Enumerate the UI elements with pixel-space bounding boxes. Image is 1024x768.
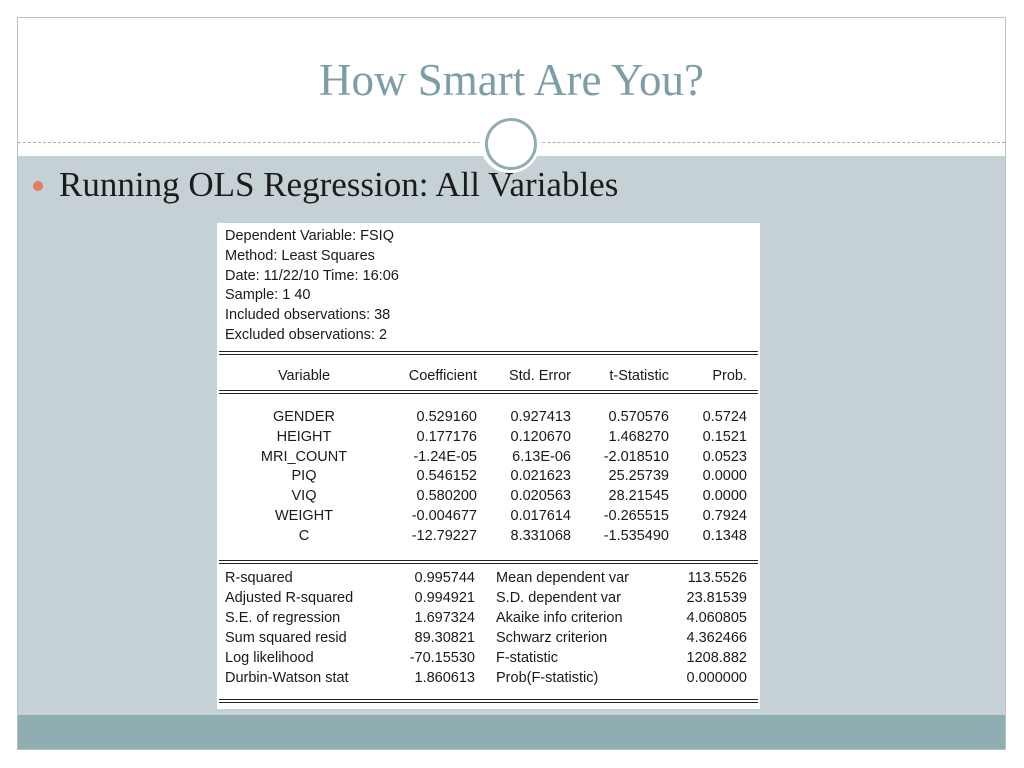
prob-cell: 0.7924 bbox=[702, 508, 747, 524]
stat-value: 113.5526 bbox=[687, 570, 747, 586]
stat-value: 4.060805 bbox=[686, 610, 747, 626]
slide-title: How Smart Are You? bbox=[318, 55, 704, 105]
stat-label: Sum squared resid bbox=[225, 630, 347, 646]
coefficient-cell: -12.79227 bbox=[411, 527, 477, 544]
header-line: Excluded observations: 2 bbox=[225, 327, 388, 343]
double-rule bbox=[219, 351, 758, 355]
t-statistic-cell: -1.535490 bbox=[603, 527, 669, 544]
stat-label: F-statistic bbox=[496, 650, 559, 666]
stat-label: Adjusted R-squared bbox=[225, 590, 354, 606]
std-error-cell: 0.017614 bbox=[510, 508, 571, 524]
prob-cell: 0.1521 bbox=[702, 428, 747, 445]
t-statistic-cell: 1.468270 bbox=[608, 428, 669, 445]
header-line: Dependent Variable: FSIQ bbox=[225, 228, 394, 244]
coefficient-cell: 0.177176 bbox=[416, 428, 477, 445]
variable-cell: HEIGHT bbox=[276, 428, 332, 445]
header-line: Date: 11/22/10 Time: 16:06 bbox=[225, 268, 399, 284]
bullet-icon bbox=[33, 181, 43, 191]
stat-value: -70.15530 bbox=[409, 650, 475, 666]
prob-cell: 0.5724 bbox=[702, 409, 747, 425]
coefficient-cell: -0.004677 bbox=[411, 508, 477, 524]
double-rule bbox=[219, 390, 758, 394]
stat-value: 1.697324 bbox=[414, 610, 475, 626]
stat-label: Log likelihood bbox=[225, 650, 314, 666]
stat-value: 23.81539 bbox=[686, 590, 747, 606]
prob-cell: 0.0523 bbox=[702, 448, 747, 465]
stat-value: 1.860613 bbox=[414, 670, 475, 686]
column-header-coefficient: Coefficient bbox=[408, 368, 477, 384]
std-error-cell: 8.331068 bbox=[510, 527, 571, 544]
t-statistic-cell: -2.018510 bbox=[603, 448, 669, 465]
t-statistic-cell: 28.21545 bbox=[608, 488, 669, 505]
std-error-cell: 0.021623 bbox=[510, 468, 571, 485]
stat-label: Prob(F-statistic) bbox=[496, 670, 599, 686]
regression-output-table: Dependent Variable: FSIQ Method: Least S… bbox=[217, 223, 760, 709]
variable-cell: MRI_COUNT bbox=[260, 448, 348, 465]
double-rule bbox=[219, 560, 758, 564]
stat-value: 89.30821 bbox=[414, 630, 475, 646]
variable-cell: PIQ bbox=[291, 468, 317, 485]
t-statistic-cell: 0.570576 bbox=[608, 409, 669, 425]
stat-value: 0.995744 bbox=[414, 570, 475, 586]
coefficient-cell: 0.529160 bbox=[416, 409, 477, 425]
coefficient-cell: 0.546152 bbox=[416, 468, 477, 485]
column-header-prob: Prob. bbox=[712, 368, 747, 384]
stat-label: Mean dependent var bbox=[496, 570, 630, 586]
column-header-std-error: Std. Error bbox=[508, 368, 571, 384]
prob-cell: 0.1348 bbox=[702, 527, 747, 544]
t-statistic-cell: 25.25739 bbox=[608, 468, 669, 485]
header-line: Sample: 1 40 bbox=[225, 287, 311, 303]
t-statistic-cell: -0.265515 bbox=[603, 508, 669, 524]
stat-label: Akaike info criterion bbox=[496, 610, 623, 626]
std-error-cell: 0.020563 bbox=[510, 488, 571, 505]
std-error-cell: 6.13E-06 bbox=[512, 448, 571, 465]
column-header-t-statistic: t-Statistic bbox=[609, 368, 669, 384]
bullet-text: Running OLS Regression: All Variables bbox=[59, 165, 619, 204]
variable-cell: GENDER bbox=[272, 409, 336, 425]
prob-cell: 0.0000 bbox=[702, 468, 747, 485]
header-line: Method: Least Squares bbox=[225, 248, 375, 264]
variable-cell: C bbox=[298, 527, 310, 544]
stat-label: Durbin-Watson stat bbox=[225, 670, 349, 686]
stat-value: 1208.882 bbox=[686, 650, 747, 666]
header-line: Included observations: 38 bbox=[225, 307, 391, 323]
stat-label: R-squared bbox=[225, 570, 293, 586]
stat-label: S.E. of regression bbox=[225, 610, 341, 626]
stat-value: 0.994921 bbox=[414, 590, 475, 606]
column-header-variable: Variable bbox=[277, 368, 331, 384]
variable-cell: VIQ bbox=[291, 488, 317, 505]
std-error-cell: 0.120670 bbox=[510, 428, 571, 445]
double-rule bbox=[219, 699, 758, 703]
stat-label: S.D. dependent var bbox=[496, 590, 621, 606]
stat-value: 4.362466 bbox=[686, 630, 747, 646]
coefficient-cell: 0.580200 bbox=[416, 488, 477, 505]
stat-value: 0.000000 bbox=[686, 670, 747, 686]
coefficient-cell: -1.24E-05 bbox=[413, 448, 477, 465]
variable-cell: WEIGHT bbox=[275, 508, 333, 524]
stat-label: Schwarz criterion bbox=[496, 630, 608, 646]
divider-ring-icon bbox=[485, 118, 537, 170]
footer-band bbox=[18, 715, 1005, 749]
std-error-cell: 0.927413 bbox=[510, 409, 571, 425]
prob-cell: 0.0000 bbox=[702, 488, 747, 505]
